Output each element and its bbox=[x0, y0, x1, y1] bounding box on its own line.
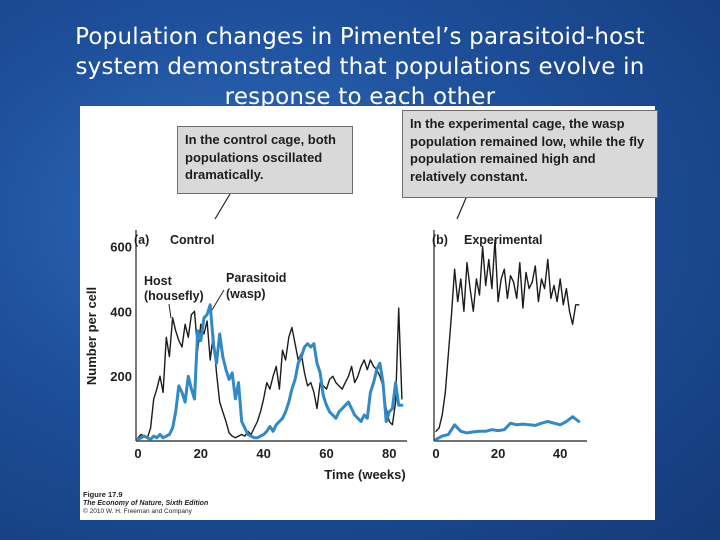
callout-experimental-pointer bbox=[456, 197, 467, 220]
figure-credit: Figure 17.9 The Economy of Nature, Sixth… bbox=[83, 490, 208, 515]
x-tick-label: 40 bbox=[256, 446, 270, 461]
y-axis-label: Number per cell bbox=[84, 287, 99, 385]
title-line: response to each other bbox=[224, 84, 496, 110]
x-tick-label: 0 bbox=[432, 446, 439, 461]
slide-title: Population changes in Pimentel’s parasit… bbox=[40, 22, 680, 112]
callout-control: In the control cage, both populations os… bbox=[177, 126, 353, 194]
x-tick-label: 80 bbox=[382, 446, 396, 461]
panel-label: Experimental bbox=[464, 233, 543, 247]
x-tick-label: 40 bbox=[553, 446, 567, 461]
parasitoid-annotation-leader bbox=[211, 289, 225, 311]
host-series-line bbox=[435, 239, 580, 432]
y-tick-label: 200 bbox=[110, 369, 132, 384]
parasitoid-series-line bbox=[136, 303, 404, 441]
host-annotation-leader bbox=[168, 303, 172, 319]
title-line: system demonstrated that populations evo… bbox=[75, 54, 645, 80]
parasitoid-series-line bbox=[434, 415, 581, 441]
host-series-line bbox=[137, 307, 403, 439]
panel-letter: (a) bbox=[134, 233, 149, 247]
copyright-text: © 2010 W. H. Freeman and Company bbox=[83, 508, 192, 515]
x-axis-label: Time (weeks) bbox=[324, 467, 405, 482]
panel-letter: (b) bbox=[432, 233, 448, 247]
x-tick-label: 60 bbox=[319, 446, 333, 461]
panel-label: Control bbox=[170, 233, 214, 247]
host-annotation-label: (housefly) bbox=[144, 289, 204, 303]
callout-control-pointer bbox=[214, 193, 231, 220]
x-tick-label: 20 bbox=[491, 446, 505, 461]
parasitoid-annotation-label: (wasp) bbox=[226, 287, 266, 301]
x-tick-label: 0 bbox=[134, 446, 141, 461]
host-annotation-label: Host bbox=[144, 274, 173, 288]
x-tick-label: 20 bbox=[194, 446, 208, 461]
y-tick-label: 400 bbox=[110, 304, 132, 319]
book-title: The Economy of Nature, Sixth Edition bbox=[83, 500, 209, 507]
parasitoid-annotation-label: Parasitoid bbox=[226, 271, 286, 285]
figure-number: Figure 17.9 bbox=[83, 490, 123, 499]
y-tick-label: 600 bbox=[110, 239, 132, 254]
title-line: Population changes in Pimentel’s parasit… bbox=[75, 24, 645, 50]
figure-panel: (a) Control 0 20 40 60 80 200 400 600 Host (housefl… bbox=[80, 106, 658, 520]
callout-experimental: In the experimental cage, the wasp popul… bbox=[402, 110, 658, 198]
